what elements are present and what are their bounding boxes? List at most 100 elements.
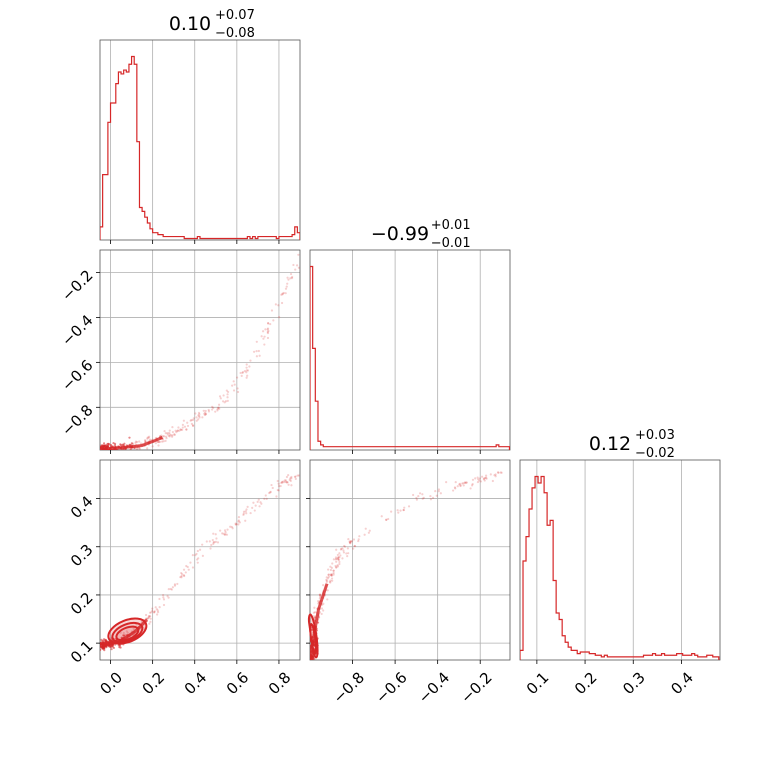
scatter-point bbox=[173, 583, 177, 586]
scatter-point bbox=[343, 545, 347, 548]
scatter-point bbox=[225, 533, 229, 536]
scatter-point bbox=[196, 558, 199, 561]
scatter-p20 bbox=[100, 474, 300, 652]
y-tick-label: 0.1 bbox=[67, 637, 97, 667]
scatter-point bbox=[168, 429, 171, 432]
scatter-point bbox=[180, 576, 183, 579]
scatter-point bbox=[288, 478, 291, 481]
scatter-point bbox=[305, 632, 307, 634]
scatter-point bbox=[131, 442, 134, 445]
scatter-point bbox=[255, 340, 258, 343]
scatter-point bbox=[307, 654, 309, 656]
scatter-point bbox=[415, 496, 418, 500]
scatter-point bbox=[111, 451, 113, 453]
x-tick-label: 0.2 bbox=[571, 668, 601, 698]
scatter-point bbox=[179, 428, 182, 431]
scatter-point bbox=[186, 421, 189, 424]
scatter-point bbox=[307, 653, 309, 655]
scatter-point bbox=[158, 597, 161, 601]
scatter-point bbox=[258, 354, 261, 357]
title-value: 0.10 bbox=[169, 13, 211, 35]
scatter-point bbox=[329, 581, 332, 584]
scatter-point bbox=[156, 609, 159, 612]
scatter-point bbox=[352, 547, 355, 550]
scatter-point bbox=[136, 440, 139, 444]
scatter-point bbox=[331, 579, 334, 582]
scatter-point bbox=[285, 481, 288, 484]
title-upper-error: +0.01 bbox=[431, 218, 471, 233]
scatter-point bbox=[477, 478, 480, 481]
scatter-point bbox=[319, 595, 322, 598]
scatter-point bbox=[211, 538, 214, 542]
title-lower-error: −0.08 bbox=[215, 26, 255, 41]
scatter-point bbox=[329, 573, 333, 577]
scatter-point bbox=[164, 439, 167, 442]
scatter-point bbox=[108, 453, 110, 455]
scatter-point bbox=[281, 293, 284, 296]
scatter-point bbox=[347, 538, 350, 541]
scatter-point bbox=[135, 448, 138, 450]
scatter-point bbox=[154, 442, 157, 445]
scatter-point bbox=[266, 336, 270, 340]
scatter-point bbox=[264, 494, 267, 497]
scatter-point bbox=[452, 489, 455, 492]
scatter-point bbox=[148, 438, 152, 441]
scatter-point bbox=[465, 481, 468, 484]
y-tick-label: −0.6 bbox=[58, 356, 96, 394]
scatter-point bbox=[153, 611, 156, 614]
panel-p20 bbox=[96, 459, 301, 664]
panel-title: 0.12 +0.03 −0.02 bbox=[589, 428, 675, 461]
scatter-point bbox=[330, 566, 333, 569]
scatter-point bbox=[266, 327, 270, 330]
scatter-point bbox=[227, 390, 230, 394]
scatter-point bbox=[102, 452, 104, 454]
scatter-point bbox=[130, 442, 133, 445]
scatter-point bbox=[134, 441, 137, 444]
scatter-point bbox=[98, 454, 100, 456]
scatter-point bbox=[173, 433, 176, 436]
scatter-point bbox=[476, 480, 480, 484]
scatter-point bbox=[162, 440, 165, 443]
scatter-point bbox=[326, 598, 329, 601]
scatter-point bbox=[268, 491, 271, 495]
scatter-point bbox=[281, 292, 284, 295]
scatter-point bbox=[337, 558, 341, 561]
scatter-point bbox=[474, 477, 477, 480]
scatter-point bbox=[176, 582, 179, 586]
scatter-point bbox=[305, 656, 307, 658]
scatter-point bbox=[162, 603, 166, 607]
scatter-point bbox=[104, 452, 106, 454]
scatter-point bbox=[437, 488, 441, 491]
scatter-point bbox=[167, 596, 170, 599]
scatter-point bbox=[287, 483, 290, 486]
scatter-point bbox=[456, 485, 459, 488]
scatter-point bbox=[195, 419, 198, 422]
scatter-point bbox=[294, 475, 297, 478]
scatter-point bbox=[454, 481, 457, 484]
scatter-point bbox=[402, 508, 405, 512]
scatter-point bbox=[197, 418, 200, 421]
scatter-point bbox=[215, 537, 218, 540]
scatter-point bbox=[191, 418, 195, 422]
scatter-point bbox=[189, 561, 192, 564]
scatter-point bbox=[171, 434, 174, 437]
scatter-point bbox=[150, 611, 153, 614]
scatter-point bbox=[277, 489, 280, 492]
x-tick-label: 0.0 bbox=[96, 668, 126, 698]
scatter-point bbox=[265, 497, 268, 500]
scatter-point bbox=[161, 440, 164, 443]
scatter-point bbox=[259, 501, 262, 504]
scatter-point bbox=[390, 510, 393, 513]
scatter-point bbox=[165, 435, 168, 438]
scatter-point bbox=[283, 479, 287, 482]
scatter-point bbox=[302, 661, 304, 663]
scatter-point bbox=[494, 473, 497, 476]
scatter-point bbox=[100, 447, 101, 450]
scatter-point bbox=[148, 615, 151, 618]
scatter-point bbox=[230, 525, 233, 529]
scatter-point bbox=[168, 431, 171, 435]
scatter-point bbox=[151, 607, 154, 610]
scatter-point bbox=[158, 440, 162, 443]
scatter-point bbox=[322, 609, 325, 612]
